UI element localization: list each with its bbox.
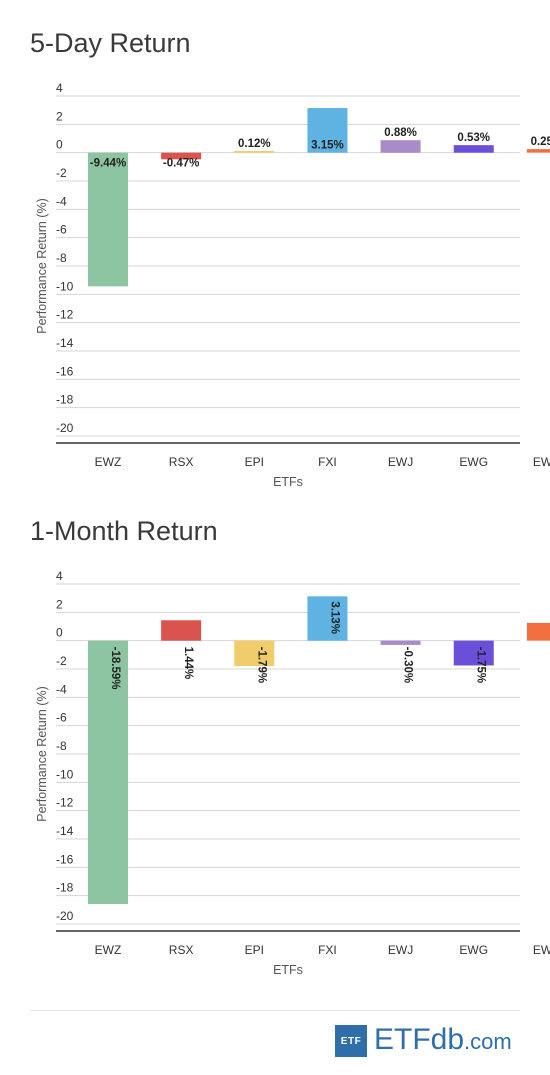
y-tick-label: -8 <box>56 251 67 265</box>
y-tick-label: -2 <box>56 166 67 180</box>
x-tick-label: EPI <box>245 455 264 469</box>
y-tick-label: -6 <box>56 223 67 237</box>
etf-logo-icon: ETF <box>335 1025 367 1057</box>
data-label: 1.44% <box>182 647 194 680</box>
bar-ewg <box>453 145 494 153</box>
etfdb-logo[interactable]: ETF ETFdb.com <box>335 1024 512 1058</box>
x-tick-label: FXI <box>318 455 337 469</box>
y-tick-label: 2 <box>56 109 63 123</box>
y-tick-label: -16 <box>56 852 74 866</box>
data-label: 0.25% <box>531 136 550 148</box>
bar-ewj <box>380 640 421 645</box>
data-label: -0.30% <box>402 647 414 683</box>
y-tick-label: -20 <box>56 909 74 923</box>
bar-fxi <box>307 596 348 641</box>
data-label: -18.59% <box>109 647 121 690</box>
bar-chart-1-month: 4 2 0 -2 -4 -6 -8 -10 -12 -14 -16 -18 -20 EWZ -18.59% R… <box>35 569 550 977</box>
y-tick-label: -14 <box>56 336 74 350</box>
y-tick-label: 2 <box>56 597 63 611</box>
chart-title-5-day: 5-Day Return <box>30 28 191 58</box>
y-tick-label: -10 <box>56 767 74 781</box>
bar-epi <box>234 640 275 667</box>
y-tick-label: 0 <box>56 138 63 152</box>
bar-epi <box>234 150 275 153</box>
data-label: 3.15% <box>311 140 344 152</box>
y-tick-label: 4 <box>56 569 63 583</box>
x-tick-label: EWZ <box>95 943 122 957</box>
x-tick-label: FXI <box>318 943 337 957</box>
y-tick-label: -2 <box>56 654 67 668</box>
x-tick-label: EWG <box>459 943 488 957</box>
y-axis-title: Performance Return (%) <box>35 686 49 821</box>
y-tick-label: -10 <box>56 279 74 293</box>
logo-db: db <box>430 1023 465 1056</box>
x-tick-label: EWZ <box>95 455 122 469</box>
y-tick-label: -4 <box>56 194 67 208</box>
y-tick-label: 4 <box>56 81 63 95</box>
y-tick-label: -4 <box>56 682 67 696</box>
bar-ewu <box>526 149 550 153</box>
logo-com: .com <box>464 1029 512 1054</box>
x-tick-label: EPI <box>245 943 264 957</box>
data-label: 3.13% <box>328 601 340 634</box>
footer-divider <box>30 1010 520 1011</box>
x-tick-label: EWU <box>533 455 550 469</box>
bar-ewz <box>88 640 128 905</box>
bar-chart-5-day: 4 2 0 -2 -4 -6 -8 -10 -12 -14 -16 -18 -20 EWZ -9.44% RS… <box>35 81 550 489</box>
y-tick-label: -8 <box>56 739 67 753</box>
logo-etf: ETF <box>374 1023 431 1056</box>
bar-ewg <box>453 640 494 666</box>
data-label: 0.88% <box>384 127 417 139</box>
y-tick-label: -18 <box>56 393 74 407</box>
bar-rsx <box>161 152 202 160</box>
data-label: 1.25% <box>548 647 550 680</box>
x-axis-title: ETFs <box>273 963 303 977</box>
x-tick-label: RSX <box>169 943 194 957</box>
bar-ewz <box>88 152 128 287</box>
data-label: 0.12% <box>238 138 271 150</box>
y-tick-label: -12 <box>56 308 74 322</box>
bar-ewj <box>380 140 421 153</box>
data-label: -1.79% <box>255 647 267 683</box>
x-tick-label: EWJ <box>388 455 413 469</box>
y-tick-label: -6 <box>56 711 67 725</box>
y-tick-label: 0 <box>56 626 63 640</box>
x-tick-label: RSX <box>169 455 194 469</box>
chart-title-1-month: 1-Month Return <box>30 516 218 546</box>
x-tick-label: EWU <box>533 943 550 957</box>
bar-ewu <box>526 622 550 641</box>
y-tick-label: -14 <box>56 824 74 838</box>
data-label: -0.47% <box>163 158 199 170</box>
x-axis-title: ETFs <box>273 475 303 489</box>
bar-rsx <box>161 620 202 641</box>
y-tick-label: -20 <box>56 421 74 435</box>
y-tick-label: -12 <box>56 796 74 810</box>
y-tick-label: -18 <box>56 881 74 895</box>
data-label: -9.44% <box>90 158 126 170</box>
logo-wordmark: ETFdb.com <box>374 1024 512 1058</box>
data-label: -1.75% <box>475 647 487 683</box>
x-tick-label: EWG <box>459 455 488 469</box>
data-label: 0.53% <box>457 132 490 144</box>
x-tick-label: EWJ <box>388 943 413 957</box>
y-tick-label: -16 <box>56 364 74 378</box>
y-axis-title: Performance Return (%) <box>35 198 49 333</box>
bar-fxi <box>307 108 348 153</box>
